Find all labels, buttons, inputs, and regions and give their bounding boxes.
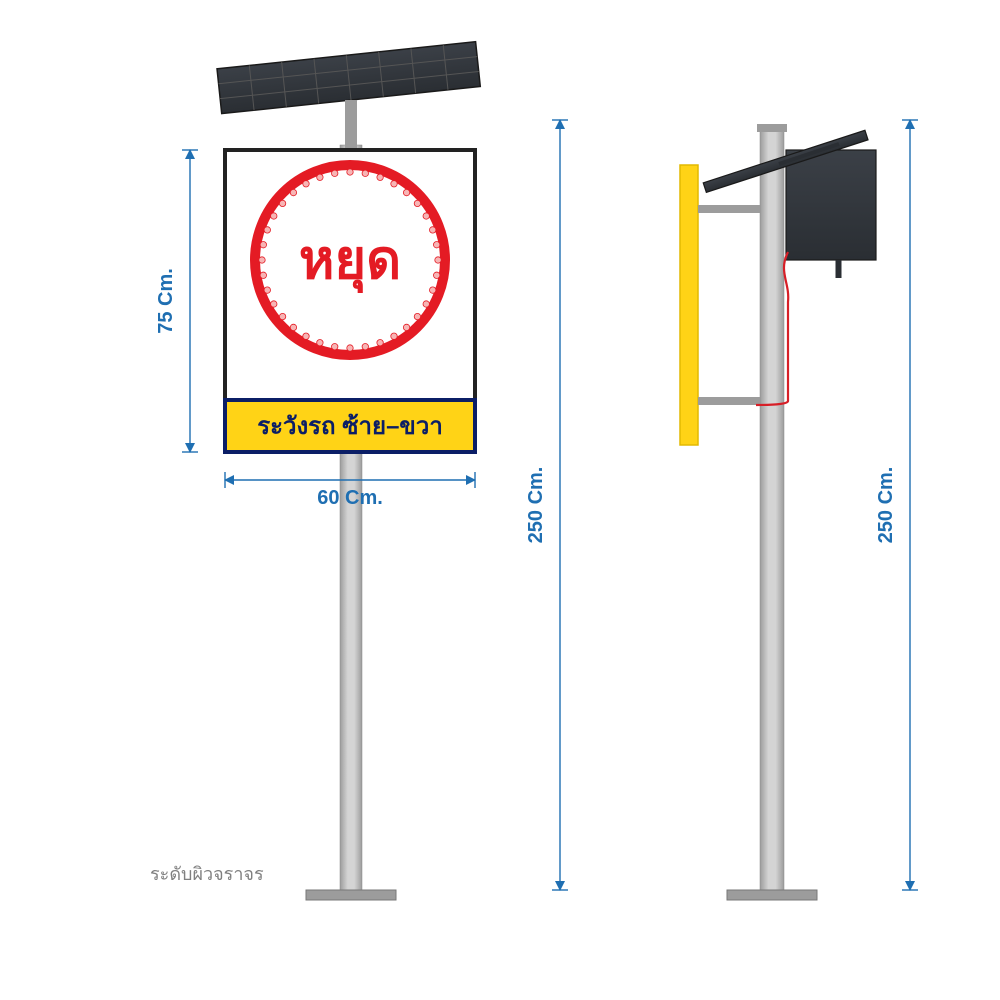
side-sign-edge	[680, 165, 698, 445]
ground-level-label: ระดับผิวจราจร	[150, 864, 264, 884]
front-solar-mount	[345, 100, 357, 150]
front-base-plate	[306, 890, 396, 900]
side-mount-arm	[698, 205, 760, 213]
dimension-label: 75 Cm.	[155, 268, 177, 334]
technical-diagram: หยุดระวังรถ ซ้าย–ขวา 75 Cm. 60 Cm. 250 Cm. 2…	[0, 0, 1000, 1000]
dimension-label: 250 Cm.	[525, 467, 547, 544]
warning-text: ระวังรถ ซ้าย–ขวา	[257, 413, 443, 440]
side-mount-arm	[698, 397, 760, 405]
side-control-bracket	[836, 260, 842, 278]
stop-text: หยุด	[299, 230, 401, 294]
side-pole	[760, 130, 784, 890]
side-control-box	[786, 150, 876, 260]
side-base-plate	[727, 890, 817, 900]
dimension-label: 60 Cm.	[317, 487, 383, 509]
dimension-label: 250 Cm.	[875, 467, 897, 544]
side-pole-cap	[757, 124, 787, 132]
